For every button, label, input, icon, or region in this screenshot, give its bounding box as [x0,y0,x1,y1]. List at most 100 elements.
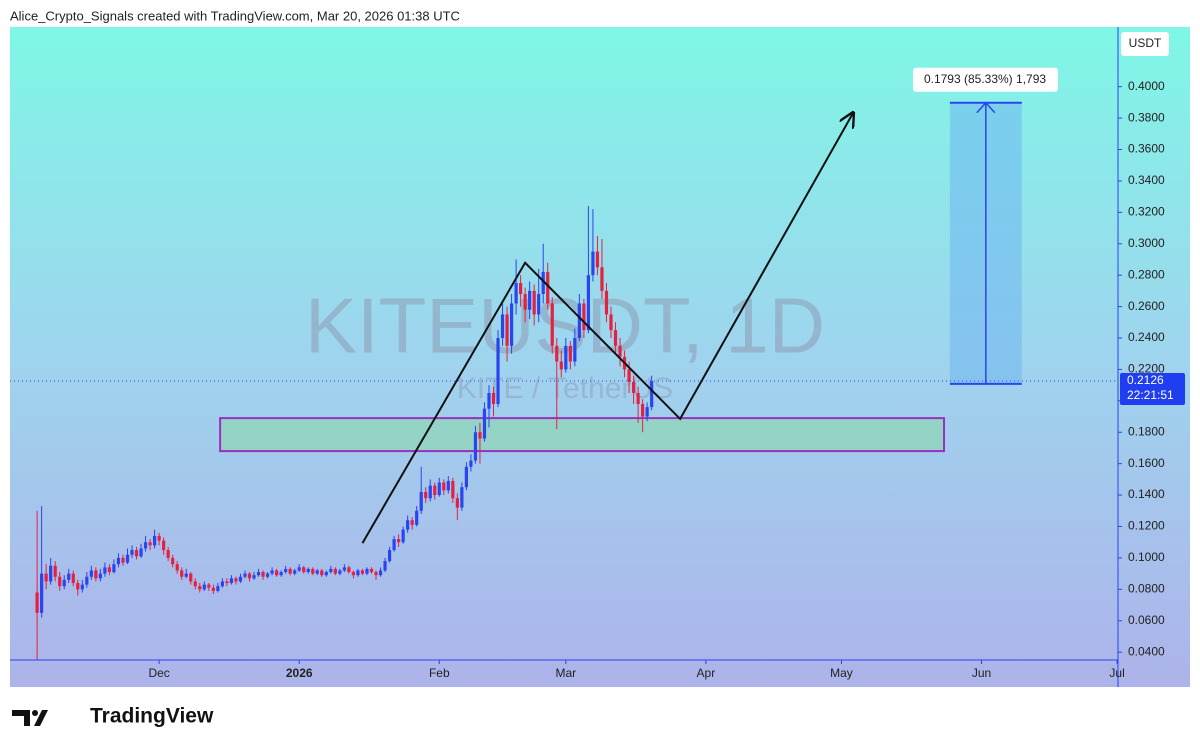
y-tick-label: 0.1400 [1128,487,1165,501]
candle-body [116,557,121,565]
candle-body [446,480,450,491]
y-tick-label: 0.3000 [1128,236,1165,250]
candle-body [600,267,604,291]
candle-body [387,550,392,562]
y-tick-label: 0.0400 [1128,644,1165,658]
candle-body [166,550,170,558]
candle-body [397,539,401,543]
candle-body [568,345,572,362]
candle-body [220,581,224,587]
candle-body [415,510,419,525]
candle-body [586,275,591,331]
candle-body [148,542,152,546]
candle-body [297,567,301,571]
candle-body [478,432,482,439]
measure-label-box [913,67,1058,92]
y-tick-label: 0.2400 [1128,330,1165,344]
x-tick-label: 2026 [286,666,313,680]
candle-body [419,491,423,511]
candle-body [383,561,387,571]
candle-body [189,573,193,582]
candle-body [270,570,274,574]
candle-body [464,466,468,488]
candle-body [523,294,527,310]
candle-body [35,592,39,613]
measure-arrowhead [976,101,996,114]
candle-body [216,586,220,591]
candle-body [378,570,383,576]
y-tick-label: 0.3600 [1128,142,1165,156]
candle-body [333,568,337,574]
x-tick-label: Dec [148,666,169,680]
candle-body [121,557,125,563]
currency-box[interactable] [1121,32,1169,56]
x-tick-label: Apr [697,666,716,680]
candle-body [500,314,505,339]
support-zone [219,417,946,453]
candle-body [550,303,554,346]
y-tick-label: 0.3200 [1128,205,1165,219]
last-price: 0.2126 [1127,373,1164,387]
candle-body [641,403,645,417]
candle-body [207,584,211,588]
candle-body [85,576,89,585]
pattern-path [361,113,853,544]
y-tick-label: 0.1200 [1128,519,1165,533]
candle-body [559,361,563,370]
candle-body [143,542,148,549]
candle-body [401,529,405,543]
candle-body [469,460,473,467]
candle-body [460,487,464,508]
candle-body [130,550,134,555]
candle-body [62,579,66,587]
candle-body [424,491,428,499]
candle-body [564,345,568,370]
candle-body [573,338,577,362]
y-tick-label: 0.0800 [1128,581,1165,595]
candle-body [229,578,234,584]
candle-body [98,573,102,579]
candle-body [650,381,654,408]
currency[interactable]: USDT [1129,36,1162,50]
x-tick-label: Mar [555,666,576,680]
candle-body [153,535,157,546]
candle-body [211,587,215,591]
candle-body [225,581,229,584]
footer-brand: TradingView [90,705,214,728]
candle-body [636,392,640,404]
y-tick-label: 0.4000 [1128,79,1165,93]
candle-body [613,330,618,346]
candle-body [451,480,455,499]
candle-body [67,573,71,580]
candle-body [139,548,143,557]
candle-body [329,568,333,573]
candle-body [537,294,541,315]
candle-body [293,570,297,574]
candle-body [631,381,636,393]
footer-logo [12,710,48,726]
candle-body [356,570,360,576]
x-tick-label: Jun [972,666,991,680]
candle-body [546,272,550,304]
candle-body [71,573,75,584]
candle-body [162,540,166,551]
candle-body [582,303,586,331]
candle-body [365,568,369,574]
candle-body [53,565,57,577]
candle-body [519,283,523,295]
candle-body [609,314,613,331]
candle-body [288,568,292,574]
candle-body [265,573,270,577]
candle-body [505,314,509,346]
candle-body [347,567,351,573]
candle-body [410,520,414,525]
candle-body [193,581,197,587]
candle-body [604,290,609,315]
candle-body [442,482,446,491]
candle-body [351,572,356,576]
candle-body [555,345,559,362]
candle-body [514,283,518,304]
candle-body [437,482,441,496]
candle-body [247,573,252,579]
candle-body [275,570,279,576]
